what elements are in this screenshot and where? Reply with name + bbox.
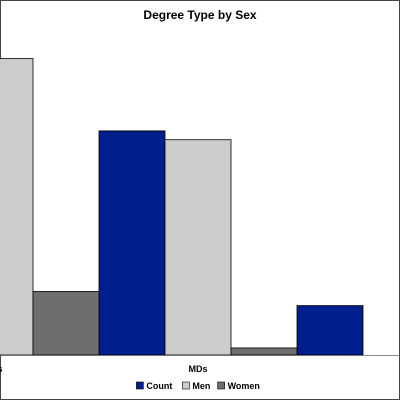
legend-label-count: Count — [146, 381, 172, 391]
legend-label-men: Men — [192, 381, 210, 391]
legend-swatch-count — [136, 381, 144, 390]
bar-women-s — [32, 291, 100, 356]
bar-women-mds — [230, 347, 298, 356]
bar-count-mds — [98, 130, 166, 356]
category-label: s — [0, 364, 3, 374]
bar-count-cat2 — [296, 305, 364, 356]
legend-label-women: Women — [228, 381, 260, 391]
legend: Count Men Women — [136, 381, 260, 391]
legend-swatch-men — [182, 381, 190, 390]
category-label: MDs — [188, 364, 207, 374]
plot-area — [0, 58, 400, 356]
chart-title: Degree Type by Sex — [143, 8, 256, 22]
legend-swatch-women — [217, 381, 225, 390]
category-axis: s MDs — [0, 364, 208, 374]
bar-men-s — [0, 58, 34, 356]
bar-men-mds — [164, 139, 232, 356]
